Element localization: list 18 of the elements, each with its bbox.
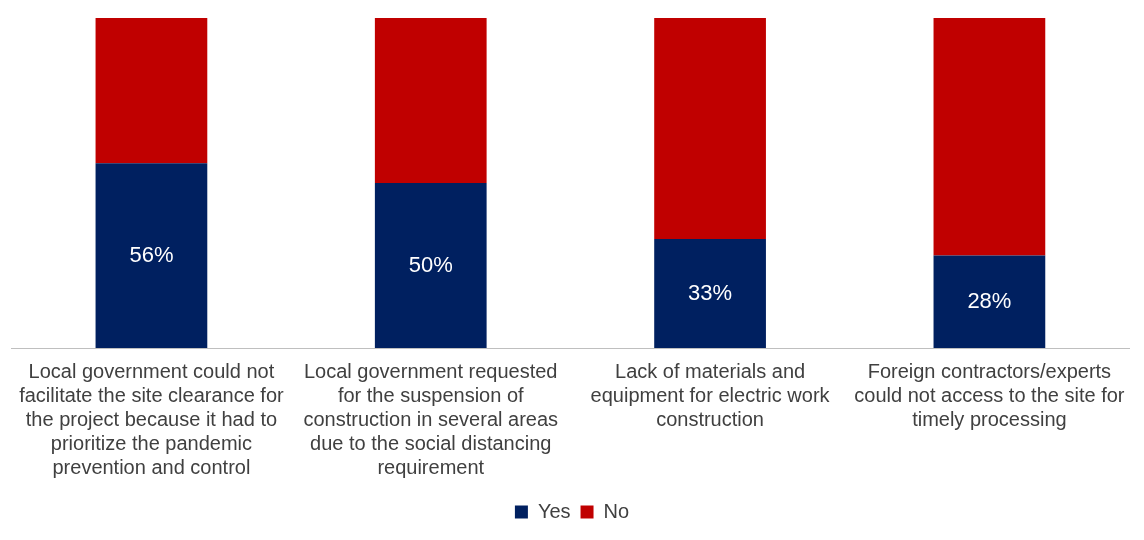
x-tick-label: Lack of materials and equipment for electric work construction	[590, 359, 831, 430]
bar	[933, 18, 1046, 256]
data-label: 33%	[688, 279, 733, 305]
legend-label: Yes	[537, 499, 571, 522]
x-tick-label: Local government could not facilitate the site clearance for the project because it had to prioritize the pandemic prevention and control	[19, 359, 285, 478]
data-label: 56%	[129, 241, 174, 267]
bar	[654, 239, 766, 348]
x-tick-label: Local government requested for the suspension of construction in several areas due to the social distancing requirement	[303, 359, 559, 478]
x-tick-label: Foreign contractors/experts could not access to the site for timely processing	[854, 359, 1125, 430]
bar	[374, 183, 487, 348]
bar	[933, 255, 1046, 348]
bar	[374, 18, 487, 183]
bar	[95, 18, 208, 164]
bar	[654, 18, 766, 240]
bar	[95, 163, 208, 348]
data-label: 50%	[408, 251, 453, 277]
data-label: 28%	[967, 287, 1012, 313]
legend-label: No	[603, 499, 630, 522]
